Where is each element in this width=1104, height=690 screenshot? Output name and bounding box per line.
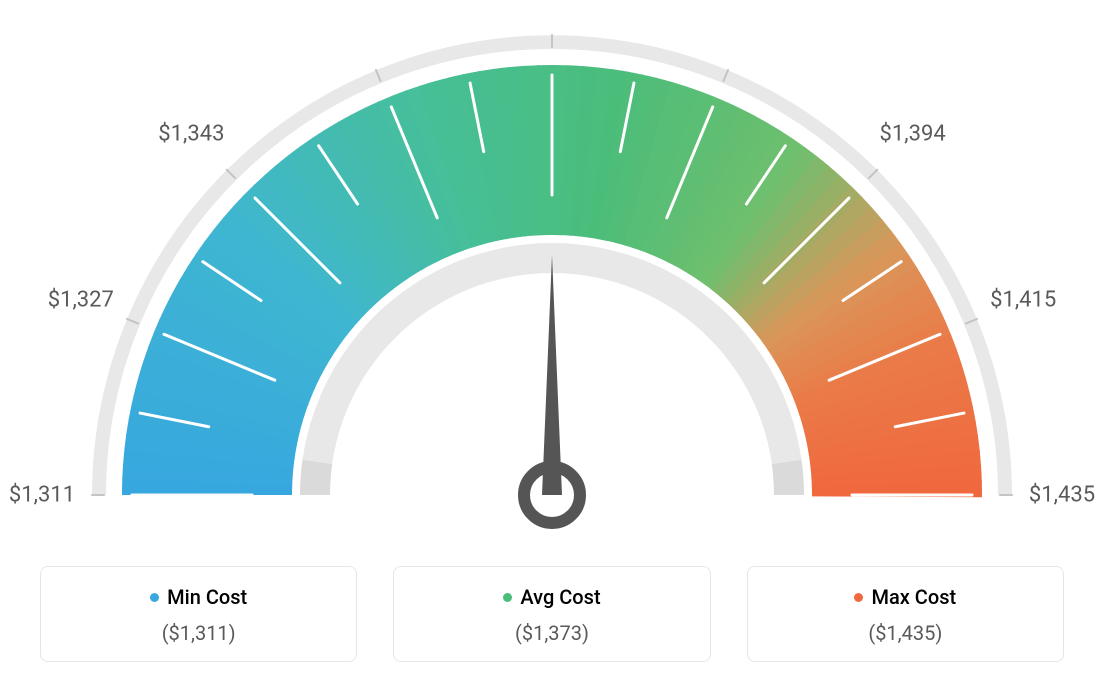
legend-value-avg: ($1,373): [404, 621, 699, 645]
gauge-tick-label: $1,394: [880, 122, 946, 147]
legend-title-max: Max Cost: [854, 585, 956, 609]
legend-value-max: ($1,435): [758, 621, 1053, 645]
legend-title-min: Min Cost: [150, 585, 247, 609]
legend-title-avg: Avg Cost: [503, 585, 600, 609]
gauge-tick-label: $1,327: [48, 287, 114, 312]
legend-label-max: Max Cost: [871, 585, 956, 609]
legend-card-max: Max Cost ($1,435): [747, 566, 1064, 662]
gauge-tick-label: $1,415: [990, 287, 1056, 312]
gauge-tick-label: $1,343: [158, 122, 224, 147]
dot-icon: [150, 593, 159, 602]
dot-icon: [503, 593, 512, 602]
legend-value-min: ($1,311): [51, 621, 346, 645]
legend-card-avg: Avg Cost ($1,373): [393, 566, 710, 662]
legend-label-min: Min Cost: [167, 585, 247, 609]
gauge-tick-label: $1,435: [1029, 483, 1095, 508]
dot-icon: [854, 593, 863, 602]
legend-label-avg: Avg Cost: [520, 585, 600, 609]
gauge-svg: [0, 0, 1104, 540]
gauge-tick-label: $1,311: [9, 483, 75, 508]
legend-card-min: Min Cost ($1,311): [40, 566, 357, 662]
gauge-chart: $1,311$1,327$1,343$1,373$1,394$1,415$1,4…: [0, 0, 1104, 540]
legend-row: Min Cost ($1,311) Avg Cost ($1,373) Max …: [0, 566, 1104, 662]
